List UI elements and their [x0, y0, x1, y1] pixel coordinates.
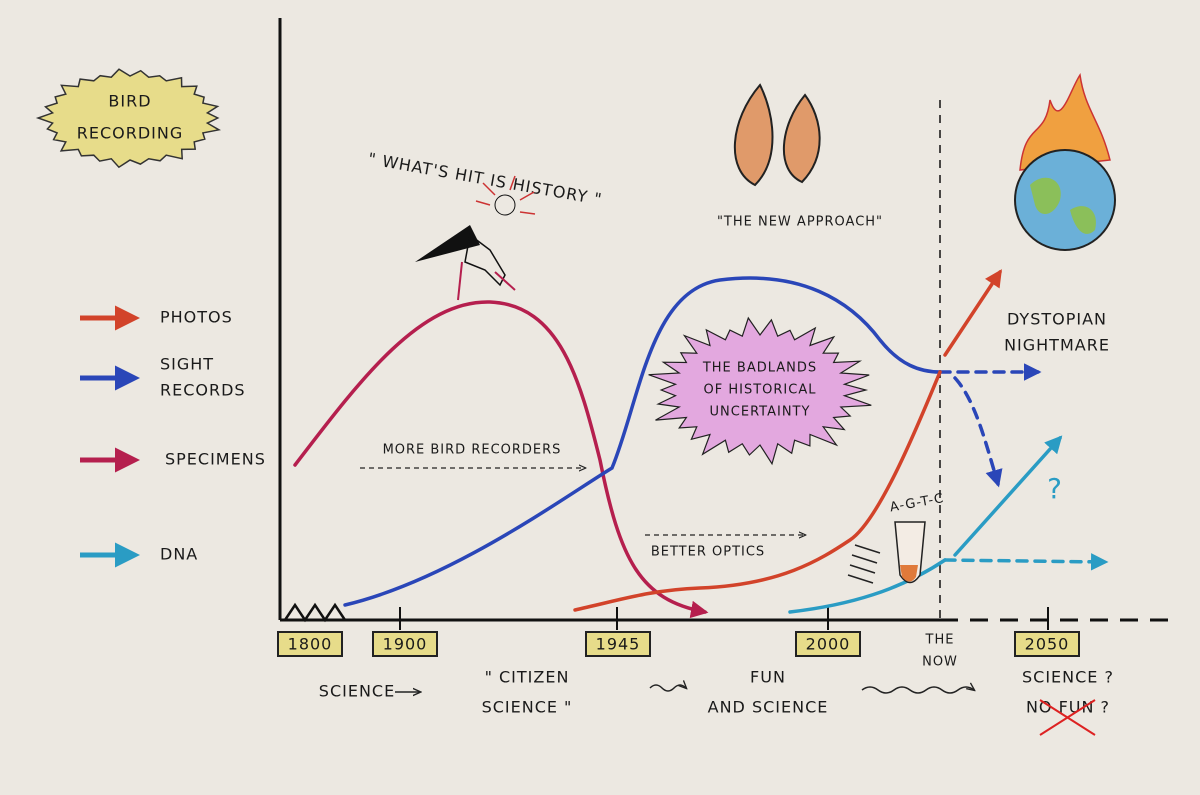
year-label: 2050: [1025, 635, 1070, 654]
era-label: NO FUN ?: [1026, 698, 1110, 717]
curve: [943, 269, 1002, 357]
year-box: [277, 631, 343, 657]
badlands-label: OF HISTORICAL: [704, 383, 817, 398]
dystopian-label: NIGHTMARE: [1004, 336, 1110, 355]
curve: [788, 558, 947, 614]
era-label: AND SCIENCE: [708, 698, 829, 717]
dna-tube: [847, 521, 926, 584]
year-label: 1945: [596, 635, 641, 654]
timeline: 1800 1900 1945 2000 2050: [277, 631, 1080, 657]
era-arrow: [649, 685, 686, 692]
year-label: 2000: [806, 635, 851, 654]
era-label: SCIENCE: [319, 682, 395, 701]
curve: [953, 435, 1063, 557]
curve: [293, 300, 709, 619]
legend-label: SPECIMENS: [165, 450, 266, 469]
legend-label: RECORDS: [160, 381, 246, 400]
legend-label: PHOTOS: [160, 308, 233, 327]
bird-sketch: [415, 175, 536, 301]
era-label: SCIENCE ?: [1022, 668, 1114, 687]
annotation: BETTER OPTICS: [651, 545, 765, 560]
legend-label: SIGHT: [160, 355, 214, 374]
curve: [573, 370, 942, 612]
year-box: [372, 631, 438, 657]
year-box: [1014, 631, 1080, 657]
year-label: 1800: [288, 635, 333, 654]
eras: SCIENCE " CITIZEN SCIENCE " FUN AND SCIENCE S…: [319, 668, 1114, 717]
badge-shape: [35, 68, 222, 169]
now-label: NOW: [922, 655, 958, 670]
curve: [953, 376, 1003, 488]
era-arrow: [861, 687, 974, 694]
now-label: THE: [925, 633, 955, 648]
legend-label: DNA: [160, 545, 198, 564]
annotation: MORE BIRD RECORDERS: [383, 443, 562, 458]
curve: [343, 276, 942, 607]
era-label: FUN: [750, 668, 786, 687]
era-label: SCIENCE ": [482, 698, 573, 717]
year-box: [795, 631, 861, 657]
dystopian-label: DYSTOPIAN: [1007, 310, 1107, 329]
year-box: [585, 631, 651, 657]
badge-line: BIRD: [108, 92, 151, 111]
badlands-label: UNCERTAINTY: [710, 405, 811, 420]
era-label: " CITIZEN: [485, 668, 570, 687]
curve: [943, 553, 1109, 571]
badlands-label: THE BADLANDS: [702, 361, 817, 376]
badge-line: RECORDING: [77, 124, 184, 143]
curves: [293, 269, 1109, 619]
burning-earth: [1014, 72, 1116, 251]
quote-new-approach: "THE NEW APPROACH": [717, 215, 883, 230]
legend: PHOTOS SIGHT RECORDS SPECIMENS DNA: [80, 305, 266, 568]
cross-out: [1039, 699, 1096, 736]
axis-break: [283, 602, 347, 623]
badlands-shape: [648, 316, 872, 466]
year-label: 1900: [383, 635, 428, 654]
question-mark: ?: [1047, 472, 1063, 505]
leaves: [734, 83, 821, 187]
